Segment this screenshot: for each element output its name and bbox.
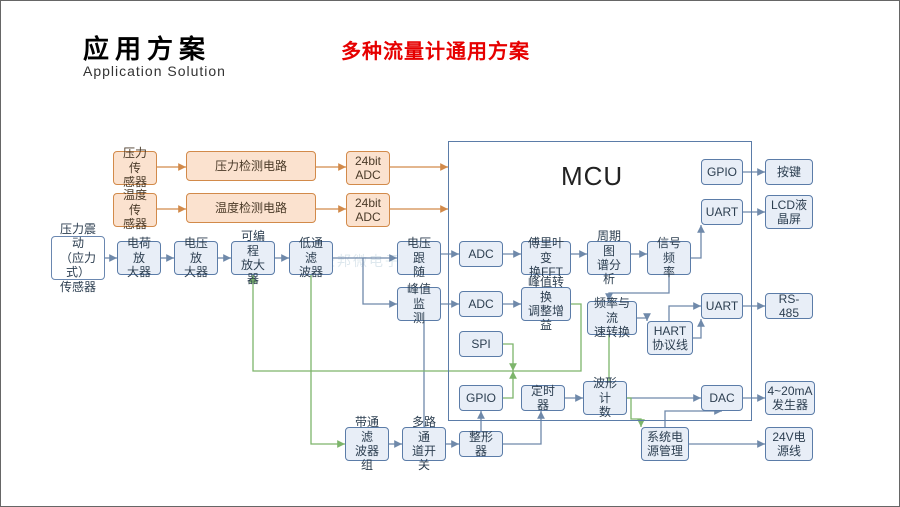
title-red: 多种流量计通用方案: [341, 35, 530, 64]
node-peak-gain: 峰值转换 调整增益: [521, 287, 571, 321]
node-charge-amp: 电荷放 大器: [117, 241, 161, 275]
node-adc-2: ADC: [459, 291, 503, 317]
diagram-stage: 应用方案 Application Solution 多种流量计通用方案 圣邦微电…: [0, 0, 900, 507]
node-lowpass: 低通滤 波器: [289, 241, 333, 275]
node-freq-flow: 频率与流 速转换: [587, 301, 637, 335]
node-keys: 按键: [765, 159, 813, 185]
node-temp-sensor: 温度传 感器: [113, 193, 157, 227]
node-gpio-1: GPIO: [701, 159, 743, 185]
node-temp-detect: 温度检测电路: [186, 193, 316, 223]
title-en: Application Solution: [83, 63, 226, 79]
node-adc24-2: 24bit ADC: [346, 193, 390, 227]
node-shaper: 整形器: [459, 431, 503, 457]
node-press-sensor: 压力传 感器: [113, 151, 157, 185]
node-mux: 多路通 道开关: [402, 427, 446, 461]
node-bandpass: 带通滤 波器组: [345, 427, 389, 461]
node-gpio-2: GPIO: [459, 385, 503, 411]
node-timer: 定时器: [521, 385, 565, 411]
node-spectrum: 周期图 谱分析: [587, 241, 631, 275]
mcu-label: MCU: [561, 161, 623, 192]
node-adc-1: ADC: [459, 241, 503, 267]
node-uart-2: UART: [701, 293, 743, 319]
node-vtrack: 电压跟 随: [397, 241, 441, 275]
node-adc24-1: 24bit ADC: [346, 151, 390, 185]
node-wave-count: 波形计 数: [583, 381, 627, 415]
node-peak-det: 峰值监 测: [397, 287, 441, 321]
node-hart: HART 协议线: [647, 321, 693, 355]
node-press-detect: 压力检测电路: [186, 151, 316, 181]
watermark: 圣邦微电子: [321, 251, 401, 271]
node-uart-1: UART: [701, 199, 743, 225]
title-cn: 应用方案: [83, 29, 211, 66]
node-vib-sensor: 压力震动 （应力式） 传感器: [51, 236, 105, 280]
node-rs485: RS-485: [765, 293, 813, 319]
node-fft: 傅里叶变 换FFT: [521, 241, 571, 275]
node-4-20ma: 4~20mA 发生器: [765, 381, 815, 415]
node-spi: SPI: [459, 331, 503, 357]
node-24v: 24V电 源线: [765, 427, 813, 461]
node-sig-freq: 信号频 率: [647, 241, 691, 275]
node-dac: DAC: [701, 385, 743, 411]
node-lcd: LCD液 晶屏: [765, 195, 813, 229]
node-sys-power: 系统电 源管理: [641, 427, 689, 461]
edge: [311, 275, 345, 444]
node-prog-amp: 可编程 放大器: [231, 241, 275, 275]
node-volt-amp: 电压放 大器: [174, 241, 218, 275]
